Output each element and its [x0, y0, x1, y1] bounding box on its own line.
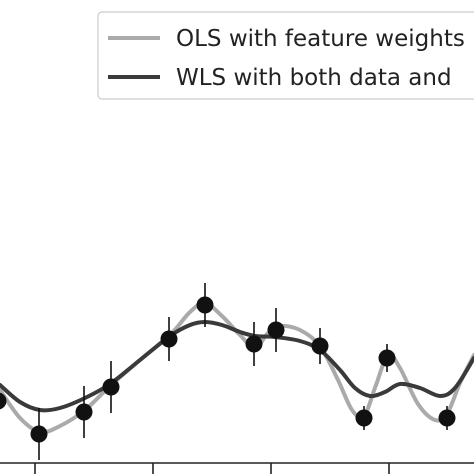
data-point-11 [438, 409, 456, 427]
legend-frame [97, 11, 474, 100]
data-point-1 [30, 425, 48, 443]
data-point-6 [245, 335, 263, 353]
axes [0, 462, 474, 474]
data-point-0 [0, 392, 7, 410]
data-point-8 [311, 337, 329, 355]
legend-label-ols: OLS with feature weights [176, 26, 465, 52]
series-lines [0, 300, 474, 435]
data-point-9 [355, 409, 373, 427]
data-point-5 [196, 296, 214, 314]
data-point-4 [160, 330, 178, 348]
data-point-10 [378, 349, 396, 367]
data-point-7 [267, 321, 285, 339]
data-point-3 [102, 378, 120, 396]
series-line-wls [0, 320, 474, 413]
data-point-2 [75, 403, 93, 421]
series-line-ols [0, 300, 474, 435]
data-points [0, 283, 456, 460]
legend-label-wls: WLS with both data and [176, 65, 452, 91]
legend: OLS with feature weights WLS with both d… [97, 11, 474, 100]
